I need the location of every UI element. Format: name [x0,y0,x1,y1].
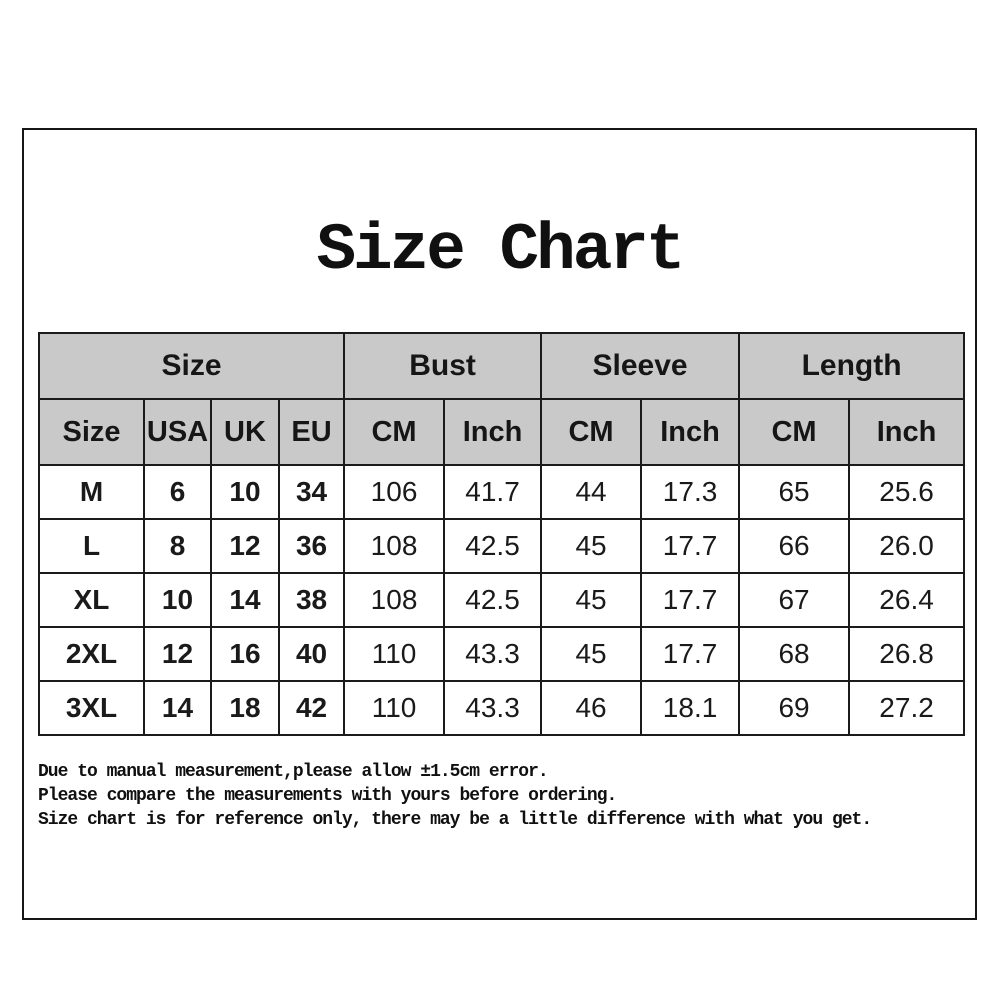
cell-sleeve-inch: 17.7 [640,572,741,628]
page-title: Size Chart [316,213,685,288]
group-header-bust: Bust [343,332,543,400]
cell-length-cm: 69 [738,680,851,736]
col-header-sleeve-cm: CM [540,398,643,466]
cell-length-inch: 25.6 [848,464,966,520]
cell-length-inch: 26.0 [848,518,966,574]
size-chart-table: Size Bust Sleeve Length Size USA UK EU C… [37,332,966,736]
cell-usa: 8 [143,518,212,574]
footnotes: Due to manual measurement,please allow ±… [38,760,958,832]
cell-length-inch: 27.2 [848,680,966,736]
cell-bust-inch: 43.3 [443,626,543,682]
cell-length-inch: 26.4 [848,572,966,628]
cell-eu: 36 [277,518,346,574]
cell-bust-cm: 110 [343,626,446,682]
cell-length-cm: 68 [738,626,851,682]
cell-uk: 12 [210,518,280,574]
cell-bust-inch: 42.5 [443,572,543,628]
cell-length-inch: 26.8 [848,626,966,682]
cell-size: 3XL [38,680,145,736]
col-header-sleeve-inch: Inch [640,398,741,466]
cell-bust-inch: 41.7 [443,464,543,520]
cell-sleeve-cm: 46 [540,680,643,736]
group-header-size: Size [37,332,346,400]
cell-length-cm: 66 [738,518,851,574]
cell-sleeve-cm: 45 [540,518,643,574]
cell-length-cm: 65 [738,464,851,520]
cell-usa: 10 [143,572,212,628]
chart-frame: Size Chart Size Bust Sleeve Length Size … [22,128,977,920]
table-row-l: L 8 12 36 108 42.5 45 17.7 66 26.0 [38,518,966,574]
cell-usa: 6 [143,464,212,520]
col-header-usa: USA [143,398,212,466]
cell-bust-cm: 108 [343,572,446,628]
cell-uk: 10 [210,464,280,520]
cell-eu: 42 [277,680,346,736]
group-header-length: Length [738,332,966,400]
col-header-uk: UK [210,398,280,466]
col-header-size: Size [38,398,145,466]
cell-usa: 14 [143,680,212,736]
cell-bust-cm: 108 [343,518,446,574]
cell-bust-cm: 110 [343,680,446,736]
cell-sleeve-cm: 45 [540,572,643,628]
column-header-row: Size USA UK EU CM Inch CM Inch CM Inch [38,398,966,466]
col-header-bust-cm: CM [343,398,446,466]
col-header-bust-inch: Inch [443,398,543,466]
cell-bust-inch: 42.5 [443,518,543,574]
cell-sleeve-inch: 17.3 [640,464,741,520]
cell-sleeve-inch: 17.7 [640,518,741,574]
cell-eu: 38 [277,572,346,628]
cell-length-cm: 67 [738,572,851,628]
cell-size: XL [38,572,145,628]
col-header-length-cm: CM [738,398,851,466]
group-header-row: Size Bust Sleeve Length [37,332,966,400]
note-measurement-error: Due to manual measurement,please allow ±… [38,762,549,782]
cell-uk: 16 [210,626,280,682]
col-header-eu: EU [277,398,346,466]
cell-bust-inch: 43.3 [443,680,543,736]
cell-size: 2XL [38,626,145,682]
cell-uk: 18 [210,680,280,736]
cell-sleeve-cm: 44 [540,464,643,520]
note-reference-only: Size chart is for reference only, there … [38,810,872,830]
cell-bust-cm: 106 [343,464,446,520]
cell-sleeve-inch: 18.1 [640,680,741,736]
cell-uk: 14 [210,572,280,628]
col-header-length-inch: Inch [848,398,966,466]
table-row-xl: XL 10 14 38 108 42.5 45 17.7 67 26.4 [38,572,966,628]
cell-eu: 40 [277,626,346,682]
table-row-3xl: 3XL 14 18 42 110 43.3 46 18.1 69 27.2 [38,680,966,736]
cell-usa: 12 [143,626,212,682]
cell-sleeve-inch: 17.7 [640,626,741,682]
cell-eu: 34 [277,464,346,520]
table-row-2xl: 2XL 12 16 40 110 43.3 45 17.7 68 26.8 [38,626,966,682]
note-compare-measurements: Please compare the measurements with you… [38,786,617,806]
cell-size: M [38,464,145,520]
cell-size: L [38,518,145,574]
cell-sleeve-cm: 45 [540,626,643,682]
table-row-m: M 6 10 34 106 41.7 44 17.3 65 25.6 [38,464,966,520]
group-header-sleeve: Sleeve [540,332,741,400]
